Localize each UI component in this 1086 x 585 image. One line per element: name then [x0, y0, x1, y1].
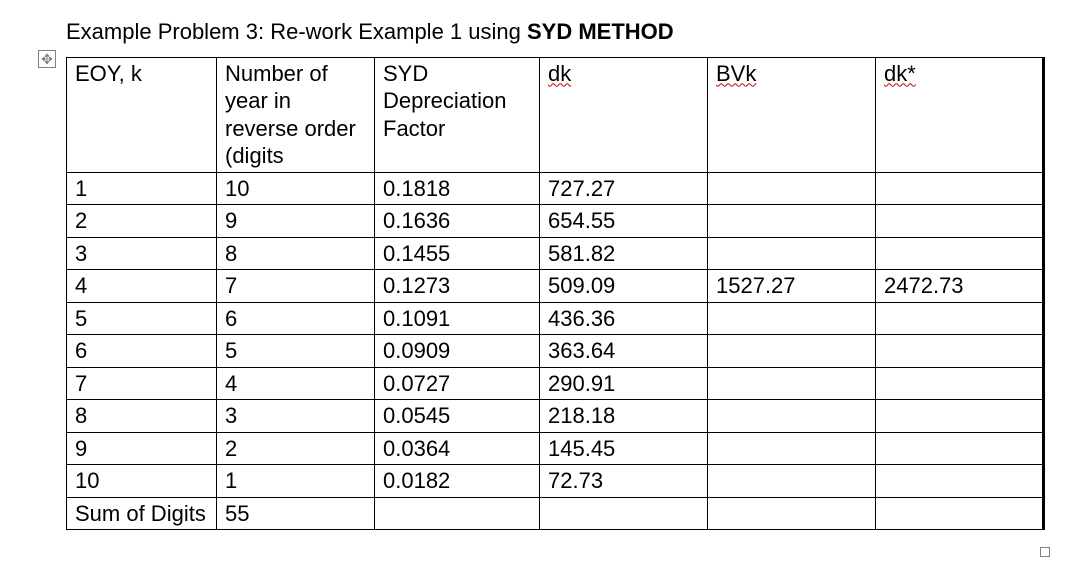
footer-cell: 55	[217, 497, 375, 530]
cell: 1527.27	[708, 270, 876, 303]
cell: 5	[217, 335, 375, 368]
footer-cell	[540, 497, 708, 530]
table-row: 9 2 0.0364 145.45	[67, 432, 1044, 465]
cell	[708, 335, 876, 368]
cell	[708, 465, 876, 498]
cell: 3	[217, 400, 375, 433]
cell	[876, 237, 1044, 270]
cell: 10	[217, 172, 375, 205]
cell	[708, 367, 876, 400]
cell	[876, 172, 1044, 205]
cell	[708, 432, 876, 465]
cell: 0.0182	[375, 465, 540, 498]
cell	[876, 367, 1044, 400]
cell: 0.1091	[375, 302, 540, 335]
table-row: 3 8 0.1455 581.82	[67, 237, 1044, 270]
cell: 1	[67, 172, 217, 205]
cell: 0.1273	[375, 270, 540, 303]
cell: 4	[67, 270, 217, 303]
cell: 727.27	[540, 172, 708, 205]
cell: 6	[67, 335, 217, 368]
cell: 7	[217, 270, 375, 303]
cell: 0.1818	[375, 172, 540, 205]
cell: 363.64	[540, 335, 708, 368]
cell	[876, 400, 1044, 433]
cell: 218.18	[540, 400, 708, 433]
cell: 1	[217, 465, 375, 498]
cell	[876, 465, 1044, 498]
cell: 654.55	[540, 205, 708, 238]
cell: 581.82	[540, 237, 708, 270]
table-footer-row: Sum of Digits 55	[67, 497, 1044, 530]
cell	[708, 205, 876, 238]
cell	[708, 172, 876, 205]
table-row: 1 10 0.1818 727.27	[67, 172, 1044, 205]
footer-cell: Sum of Digits	[67, 497, 217, 530]
cell: 145.45	[540, 432, 708, 465]
cell: 8	[67, 400, 217, 433]
cell: 0.0364	[375, 432, 540, 465]
cell: 2	[217, 432, 375, 465]
table-body: 1 10 0.1818 727.27 2 9 0.1636 654.55 3 8…	[67, 172, 1044, 530]
cell	[708, 302, 876, 335]
cell: 3	[67, 237, 217, 270]
cell: 436.36	[540, 302, 708, 335]
problem-title: Example Problem 3: Re-work Example 1 usi…	[66, 18, 1050, 47]
cell: 5	[67, 302, 217, 335]
cell: 0.1455	[375, 237, 540, 270]
cell: 4	[217, 367, 375, 400]
cell: 10	[67, 465, 217, 498]
table-row: 4 7 0.1273 509.09 1527.27 2472.73	[67, 270, 1044, 303]
cell: 0.0909	[375, 335, 540, 368]
table-row: 5 6 0.1091 436.36	[67, 302, 1044, 335]
table-move-handle-icon[interactable]: ✥	[38, 50, 56, 68]
cell: 2	[67, 205, 217, 238]
cell: 9	[67, 432, 217, 465]
cell	[708, 400, 876, 433]
table-row: 2 9 0.1636 654.55	[67, 205, 1044, 238]
header-row: EOY, k Number of year in reverse order (…	[67, 57, 1044, 172]
table-row: 10 1 0.0182 72.73	[67, 465, 1044, 498]
title-prefix: Example Problem 3: Re-work Example 1 usi…	[66, 19, 527, 44]
title-bold: SYD METHOD	[527, 19, 674, 44]
footer-cell	[876, 497, 1044, 530]
col-header-dk: dk	[540, 57, 708, 172]
cell: 509.09	[540, 270, 708, 303]
cell: 72.73	[540, 465, 708, 498]
cell	[876, 302, 1044, 335]
cell: 2472.73	[876, 270, 1044, 303]
cell: 0.0545	[375, 400, 540, 433]
cell: 9	[217, 205, 375, 238]
cell	[876, 432, 1044, 465]
footer-cell	[375, 497, 540, 530]
cell: 8	[217, 237, 375, 270]
cell: 290.91	[540, 367, 708, 400]
col-header-bvk: BVk	[708, 57, 876, 172]
table-resize-handle-icon[interactable]	[1040, 547, 1050, 557]
cell: 6	[217, 302, 375, 335]
footer-cell	[708, 497, 876, 530]
col-header-reverse-digits: Number of year in reverse order (digits	[217, 57, 375, 172]
col-header-syd-factor: SYD Depreciation Factor	[375, 57, 540, 172]
cell: 7	[67, 367, 217, 400]
table-row: 8 3 0.0545 218.18	[67, 400, 1044, 433]
cell	[876, 335, 1044, 368]
table-row: 7 4 0.0727 290.91	[67, 367, 1044, 400]
table-row: 6 5 0.0909 363.64	[67, 335, 1044, 368]
cell	[708, 237, 876, 270]
cell: 0.0727	[375, 367, 540, 400]
col-header-eoy: EOY, k	[67, 57, 217, 172]
syd-table: EOY, k Number of year in reverse order (…	[66, 57, 1045, 531]
cell	[876, 205, 1044, 238]
document-page: ✥ Example Problem 3: Re-work Example 1 u…	[0, 0, 1086, 585]
cell: 0.1636	[375, 205, 540, 238]
col-header-dk-star: dk*	[876, 57, 1044, 172]
